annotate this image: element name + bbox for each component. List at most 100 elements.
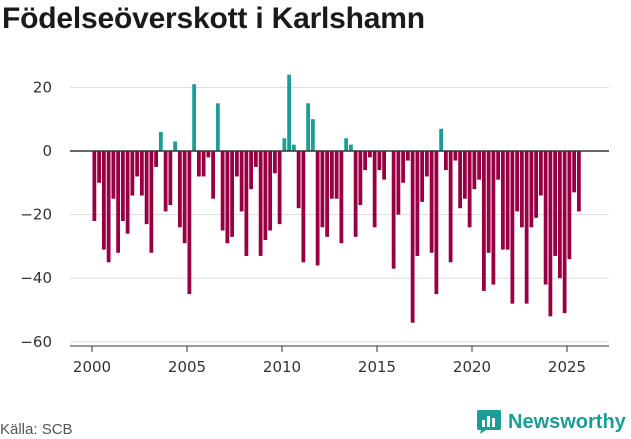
bar: [144, 151, 149, 225]
bar: [187, 151, 192, 295]
bar: [401, 151, 406, 183]
y-tick-label: −60: [20, 333, 52, 351]
bar: [329, 151, 334, 199]
bar: [424, 151, 429, 177]
bar: [353, 151, 358, 237]
y-tick-label: 20: [33, 78, 52, 96]
y-tick-label: −20: [20, 206, 52, 224]
bar: [258, 151, 263, 256]
bar: [472, 151, 477, 190]
bar: [543, 151, 548, 285]
bar: [538, 151, 543, 196]
bar: [154, 151, 159, 167]
bars: [92, 74, 581, 323]
bar: [467, 151, 472, 228]
brand-name: Newsworthy: [508, 410, 626, 433]
bar: [553, 151, 558, 256]
bar: [249, 151, 254, 190]
bar: [253, 151, 258, 167]
bar: [106, 151, 111, 263]
bar: [491, 151, 496, 285]
bar: [192, 84, 197, 151]
bar: [515, 151, 520, 212]
x-tick-label: 2000: [73, 358, 111, 376]
bar: [234, 151, 239, 177]
y-tick-label: 0: [42, 142, 52, 160]
bar: [120, 151, 125, 221]
bar: [334, 151, 339, 199]
source-text: Källa: SCB: [0, 421, 73, 438]
bar: [272, 151, 277, 174]
bar: [405, 151, 410, 161]
bar: [510, 151, 515, 304]
bar: [429, 151, 434, 253]
x-tick-label: 2015: [358, 358, 396, 376]
bar: [572, 151, 577, 193]
bar: [315, 151, 320, 266]
bar: [158, 131, 163, 151]
bar: [291, 144, 296, 151]
bar: [215, 103, 220, 151]
bar: [225, 151, 230, 244]
bar: [206, 151, 211, 158]
bar: [496, 151, 501, 180]
bar: [391, 151, 396, 269]
bar: [567, 151, 572, 260]
chart-title: Födelseöverskott i Karlshamn: [2, 2, 425, 35]
bar: [367, 151, 372, 158]
bar: [149, 151, 154, 253]
bar: [168, 151, 173, 206]
bar: [339, 151, 344, 244]
bar: [410, 151, 415, 323]
bar: [230, 151, 235, 237]
bar: [201, 151, 206, 177]
bar: [277, 151, 282, 225]
bar: [396, 151, 401, 215]
bar: [519, 151, 524, 228]
bar: [477, 151, 482, 180]
bar: [576, 151, 581, 212]
bar: [282, 138, 287, 151]
bar: [173, 141, 178, 151]
bar: [125, 151, 130, 234]
bar: [348, 144, 353, 151]
bar: [135, 151, 140, 177]
bar: [263, 151, 268, 241]
bar: [377, 151, 382, 171]
bar: [220, 151, 225, 231]
bar: [415, 151, 420, 256]
bar: [177, 151, 182, 228]
bar: [548, 151, 553, 317]
x-tick-label: 2005: [168, 358, 206, 376]
bar: [296, 151, 301, 209]
bar: [139, 151, 144, 196]
x-axis: 2000 2005 2010 2015 2020 2025: [70, 345, 609, 376]
bar: [434, 151, 439, 295]
y-tick-label: −40: [20, 269, 52, 287]
bar: [363, 151, 368, 171]
bar: [453, 151, 458, 161]
bar: [325, 151, 330, 237]
bar: [239, 151, 244, 212]
bar: [320, 151, 325, 228]
bar: [268, 151, 273, 231]
bar-chart-logo-icon: [477, 410, 501, 434]
bar: [182, 151, 187, 244]
x-tick-label: 2020: [453, 358, 491, 376]
bar: [557, 151, 562, 279]
bar: [448, 151, 453, 263]
bar: [382, 151, 387, 180]
brand-logo: Newsworthy: [476, 409, 626, 435]
x-tick-label: 2025: [548, 358, 586, 376]
bar: [420, 151, 425, 202]
bar: [344, 138, 349, 151]
bar: [439, 128, 444, 151]
bar: [92, 151, 97, 221]
x-tick-label: 2010: [263, 358, 301, 376]
bar: [130, 151, 135, 196]
bar: [287, 74, 292, 151]
bar: [97, 151, 102, 183]
bar: [163, 151, 168, 212]
bar: [196, 151, 201, 177]
